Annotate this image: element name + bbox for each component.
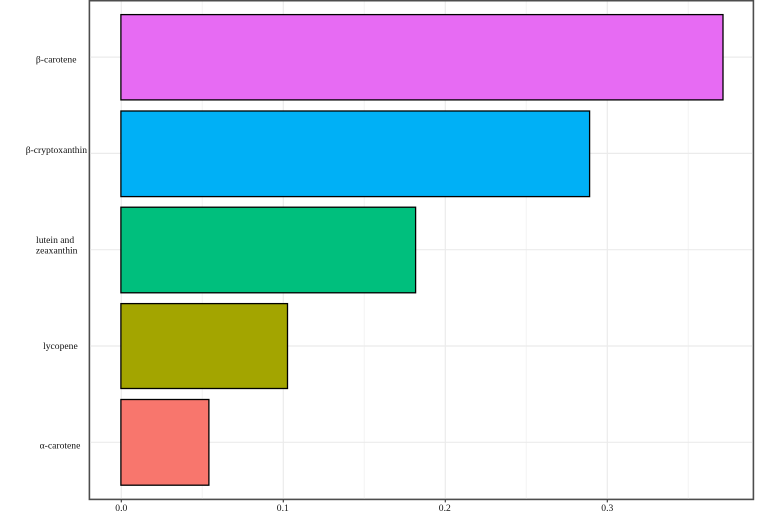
svg-text:0.2: 0.2 bbox=[439, 503, 451, 512]
svg-text:0.1: 0.1 bbox=[277, 503, 289, 512]
svg-text:zeaxanthin: zeaxanthin bbox=[36, 246, 78, 257]
svg-text:β-carotene: β-carotene bbox=[36, 55, 77, 66]
svg-text:β-cryptoxanthin: β-cryptoxanthin bbox=[26, 145, 88, 156]
svg-text:0.0: 0.0 bbox=[115, 503, 127, 512]
svg-text:α-carotene: α-carotene bbox=[40, 441, 81, 452]
svg-text:lutein and: lutein and bbox=[36, 235, 74, 246]
svg-text:0.3: 0.3 bbox=[601, 503, 613, 512]
svg-text:lycopene: lycopene bbox=[43, 341, 78, 352]
